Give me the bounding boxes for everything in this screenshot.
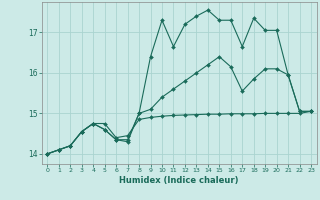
X-axis label: Humidex (Indice chaleur): Humidex (Indice chaleur) bbox=[119, 176, 239, 185]
